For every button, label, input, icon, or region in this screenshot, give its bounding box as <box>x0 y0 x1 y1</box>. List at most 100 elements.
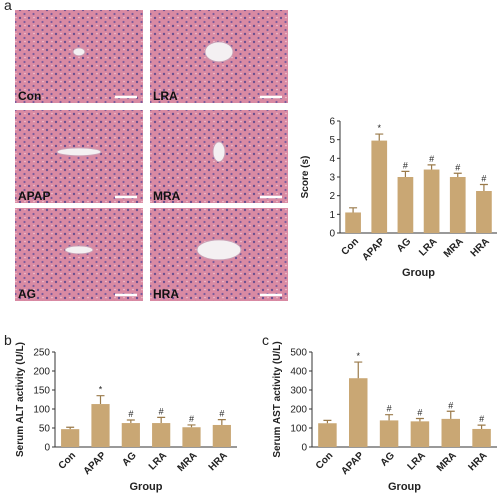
significance-label: * <box>377 123 381 133</box>
bar <box>349 378 368 447</box>
y-tick-label: 250 <box>33 348 50 359</box>
x-tick-label: AG <box>120 450 139 469</box>
y-tick-label: 1 <box>329 210 335 221</box>
x-tick-label: HRA <box>466 450 489 473</box>
error-bar <box>126 419 135 424</box>
bar <box>121 423 140 447</box>
histology-image <box>15 10 143 103</box>
x-tick-label: APAP <box>339 450 366 477</box>
error-bar <box>375 133 384 141</box>
bar <box>152 423 171 447</box>
bar <box>441 418 460 447</box>
error-bar <box>427 164 436 170</box>
x-tick-label: AG <box>395 236 414 255</box>
y-tick-label: 50 <box>39 424 51 435</box>
bar <box>423 169 440 233</box>
x-tick-label: HRA <box>207 450 230 473</box>
bar <box>472 428 491 447</box>
error-bar <box>385 414 394 421</box>
error-bar <box>453 172 462 177</box>
error-bar <box>217 419 226 425</box>
significance-label: # <box>403 160 408 170</box>
bar <box>371 140 388 233</box>
error-bar <box>446 410 455 419</box>
significance-label: # <box>417 408 422 418</box>
bar <box>410 421 430 447</box>
y-tick-label: 150 <box>33 386 50 397</box>
significance-label: # <box>448 400 453 410</box>
significance-label: * <box>99 385 103 395</box>
bar <box>61 429 80 447</box>
error-bar <box>96 395 105 405</box>
error-bar <box>479 183 488 191</box>
x-tick-label: HRA <box>469 236 492 259</box>
image-label: APAP <box>18 189 50 203</box>
y-tick-label: 4 <box>329 154 335 165</box>
y-axis-label: Serum ALT activity (U/L) <box>15 342 26 457</box>
y-axis-label: Serum AST activity (U/L) <box>272 341 283 457</box>
significance-label: * <box>356 351 360 361</box>
panel-label: c <box>262 332 269 348</box>
vessel <box>204 41 234 63</box>
y-tick-label: 0 <box>301 443 307 454</box>
histology-image <box>15 110 143 203</box>
significance-label: # <box>159 406 164 416</box>
bar <box>182 427 201 447</box>
x-tick-label: MRA <box>442 236 466 260</box>
significance-label: # <box>128 409 133 419</box>
vessel <box>64 245 94 255</box>
image-label: AG <box>18 287 36 301</box>
x-tick-label: APAP <box>360 236 387 263</box>
x-tick-label: LRA <box>417 236 439 258</box>
x-tick-label: APAP <box>82 450 109 477</box>
y-tick-label: 100 <box>33 405 50 416</box>
error-bar <box>415 417 424 422</box>
significance-label: # <box>429 154 434 164</box>
histology-image <box>15 208 143 301</box>
significance-label: # <box>219 409 224 419</box>
panel-label: a <box>4 0 12 13</box>
x-axis-label: Group <box>388 481 421 493</box>
image-label: HRA <box>153 287 179 301</box>
x-tick-label: LRA <box>406 450 428 472</box>
bar <box>449 177 466 233</box>
bar <box>212 424 231 447</box>
error-bar <box>157 416 166 424</box>
error-bar <box>66 426 75 430</box>
y-tick-label: 2 <box>329 191 335 202</box>
vessel <box>196 239 242 261</box>
bar <box>397 177 414 233</box>
y-tick-label: 5 <box>329 135 335 146</box>
error-bar <box>349 207 358 213</box>
error-bar <box>477 424 486 429</box>
error-bar <box>401 170 410 177</box>
y-tick-label: 300 <box>290 386 307 397</box>
y-tick-label: 200 <box>33 367 50 378</box>
y-tick-label: 0 <box>329 229 335 240</box>
vessel <box>56 147 102 157</box>
x-axis-label: Group <box>130 481 163 493</box>
significance-label: # <box>387 404 392 414</box>
error-bar <box>323 419 332 424</box>
x-tick-label: MRA <box>176 450 200 474</box>
y-tick-label: 400 <box>290 367 307 378</box>
y-tick-label: 500 <box>290 348 307 359</box>
y-tick-label: 100 <box>290 424 307 435</box>
x-tick-label: Con <box>57 450 79 472</box>
x-tick-label: LRA <box>147 450 169 472</box>
error-bar <box>187 424 196 428</box>
y-tick-label: 200 <box>290 405 307 416</box>
significance-label: # <box>479 414 484 424</box>
y-tick-label: 3 <box>329 173 335 184</box>
x-tick-label: Con <box>339 236 361 258</box>
significance-label: # <box>455 162 460 172</box>
y-axis-label: Score (s) <box>300 156 311 199</box>
x-tick-label: MRA <box>435 450 459 474</box>
y-tick-label: 6 <box>329 117 335 128</box>
image-label: Con <box>18 89 41 103</box>
image-label: LRA <box>153 89 178 103</box>
image-label: MRA <box>153 189 181 203</box>
significance-label: # <box>189 414 194 424</box>
histology-grid: Con LRA APAP MRA AG HRA <box>15 10 288 301</box>
